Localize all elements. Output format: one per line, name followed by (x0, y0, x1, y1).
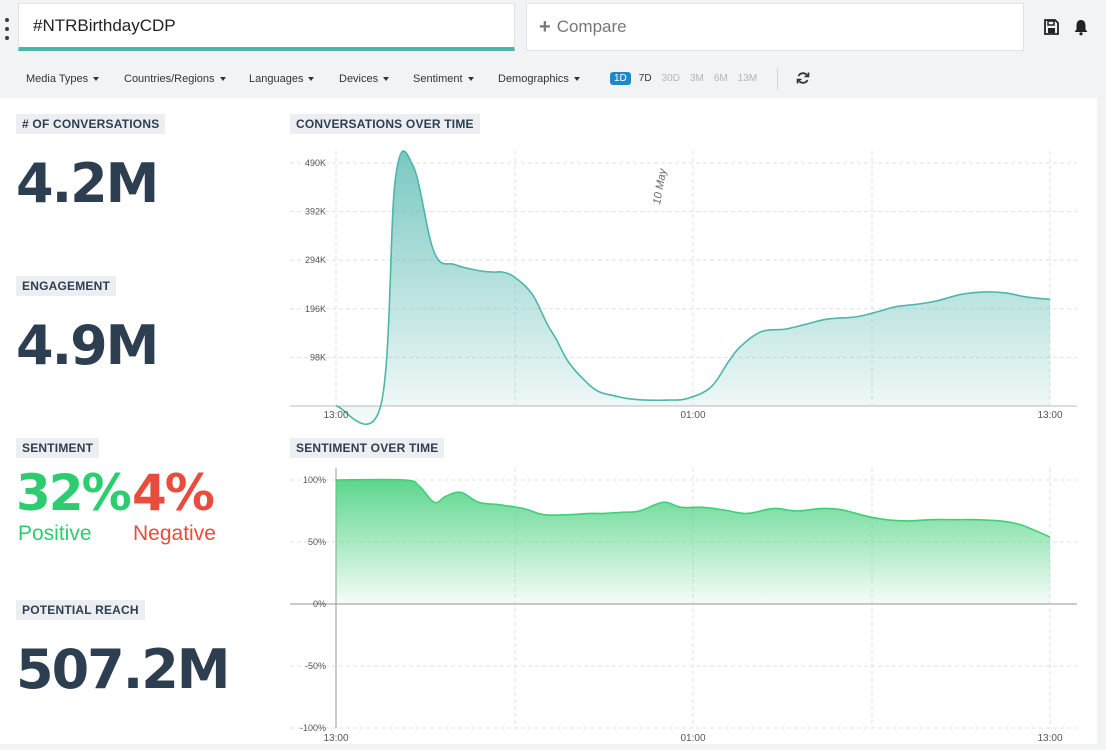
filter-languages[interactable]: Languages (249, 73, 315, 85)
negative-label: Negative (133, 522, 216, 545)
conversations-x-axis: 13:00 01:00 13:00 (323, 410, 1062, 421)
y-tick-label: -100% (300, 723, 326, 733)
conversations-chart-title: CONVERSATIONS OVER TIME (290, 114, 480, 134)
filter-demographics[interactable]: Demographics (498, 73, 580, 85)
query-input[interactable]: #NTRBirthdayCDP (18, 3, 515, 51)
y-tick-label: 50% (308, 537, 326, 547)
x-tick-label: 13:00 (323, 410, 348, 421)
time-range-selector: 1D 7D 30D 3M 6M 13M (610, 72, 759, 85)
y-tick-label: 98K (310, 352, 326, 362)
engagement-label: ENGAGEMENT (16, 276, 117, 296)
x-tick-label: 13:00 (1037, 410, 1062, 421)
filter-label: Media Types (26, 73, 89, 85)
range-30d[interactable]: 30D (661, 73, 680, 84)
filter-label: Demographics (498, 73, 569, 85)
range-7d[interactable]: 7D (638, 73, 652, 84)
caret-down-icon (219, 77, 226, 81)
y-tick-label: -50% (305, 661, 326, 671)
date-annotation: 10 May (651, 166, 669, 205)
filter-label: Countries/Regions (124, 73, 215, 85)
refresh-icon[interactable] (796, 71, 810, 85)
caret-down-icon (383, 77, 390, 81)
compare-placeholder: Compare (556, 17, 627, 36)
filter-countries-regions[interactable]: Countries/Regions (124, 73, 226, 85)
y-tick-label: 196K (305, 304, 326, 314)
positive-value: 32% (16, 464, 132, 522)
caret-down-icon (93, 77, 100, 81)
range-6m[interactable]: 6M (713, 73, 728, 84)
range-13m[interactable]: 13M (737, 73, 758, 84)
compare-input[interactable]: + Compare (526, 3, 1024, 51)
filter-label: Sentiment (413, 73, 463, 85)
conversations-label: # OF CONVERSATIONS (16, 114, 166, 134)
y-tick-label: 0% (313, 599, 326, 609)
y-tick-label: 294K (305, 255, 326, 265)
y-tick-label: 100% (303, 475, 326, 485)
bell-icon[interactable] (1072, 18, 1090, 36)
positive-label: Positive (18, 522, 92, 545)
filter-bar: Media Types Countries/Regions Languages … (0, 60, 1106, 98)
y-tick-label: 392K (305, 207, 326, 217)
y-tick-label: 490K (305, 158, 326, 168)
sentiment-label: SENTIMENT (16, 438, 100, 458)
engagement-value: 4.9M (16, 314, 159, 377)
top-bar: #NTRBirthdayCDP + Compare (0, 0, 1106, 58)
reach-label: POTENTIAL REACH (16, 600, 145, 620)
filter-devices[interactable]: Devices (339, 73, 390, 85)
sentiment-chart-title: SENTIMENT OVER TIME (290, 438, 445, 458)
sentiment-x-axis: 13:00 01:00 13:00 (323, 733, 1062, 744)
dashboard-panel: # OF CONVERSATIONS 4.2M ENGAGEMENT 4.9M … (0, 98, 1097, 744)
negative-value: 4% (132, 464, 215, 522)
caret-down-icon (308, 77, 315, 81)
sentiment-line (335, 478, 1051, 538)
filter-media-types[interactable]: Media Types (26, 73, 100, 85)
filter-sentiment[interactable]: Sentiment (413, 73, 474, 85)
filter-label: Languages (249, 73, 304, 85)
sentiment-y-axis: -100% -50% 0% 50% 100% (300, 475, 326, 733)
reach-value: 507.2M (16, 638, 231, 701)
filter-label: Devices (339, 73, 379, 85)
save-icon[interactable] (1042, 18, 1060, 36)
caret-down-icon (467, 77, 474, 81)
caret-down-icon (573, 77, 580, 81)
conversations-line (335, 150, 1051, 425)
x-tick-label: 01:00 (680, 733, 705, 744)
x-tick-label: 01:00 (680, 410, 705, 421)
conversations-value: 4.2M (16, 152, 159, 215)
kebab-menu-icon[interactable] (2, 18, 12, 40)
plus-icon: + (539, 16, 551, 38)
sentiment-area (336, 479, 1050, 604)
range-1d[interactable]: 1D (610, 72, 631, 85)
conversations-y-axis: 98K 196K 294K 392K 490K (305, 158, 326, 362)
divider (777, 68, 778, 90)
range-3m[interactable]: 3M (689, 73, 704, 84)
conversations-area (336, 150, 1050, 425)
x-tick-label: 13:00 (323, 733, 348, 744)
x-tick-label: 13:00 (1037, 733, 1062, 744)
